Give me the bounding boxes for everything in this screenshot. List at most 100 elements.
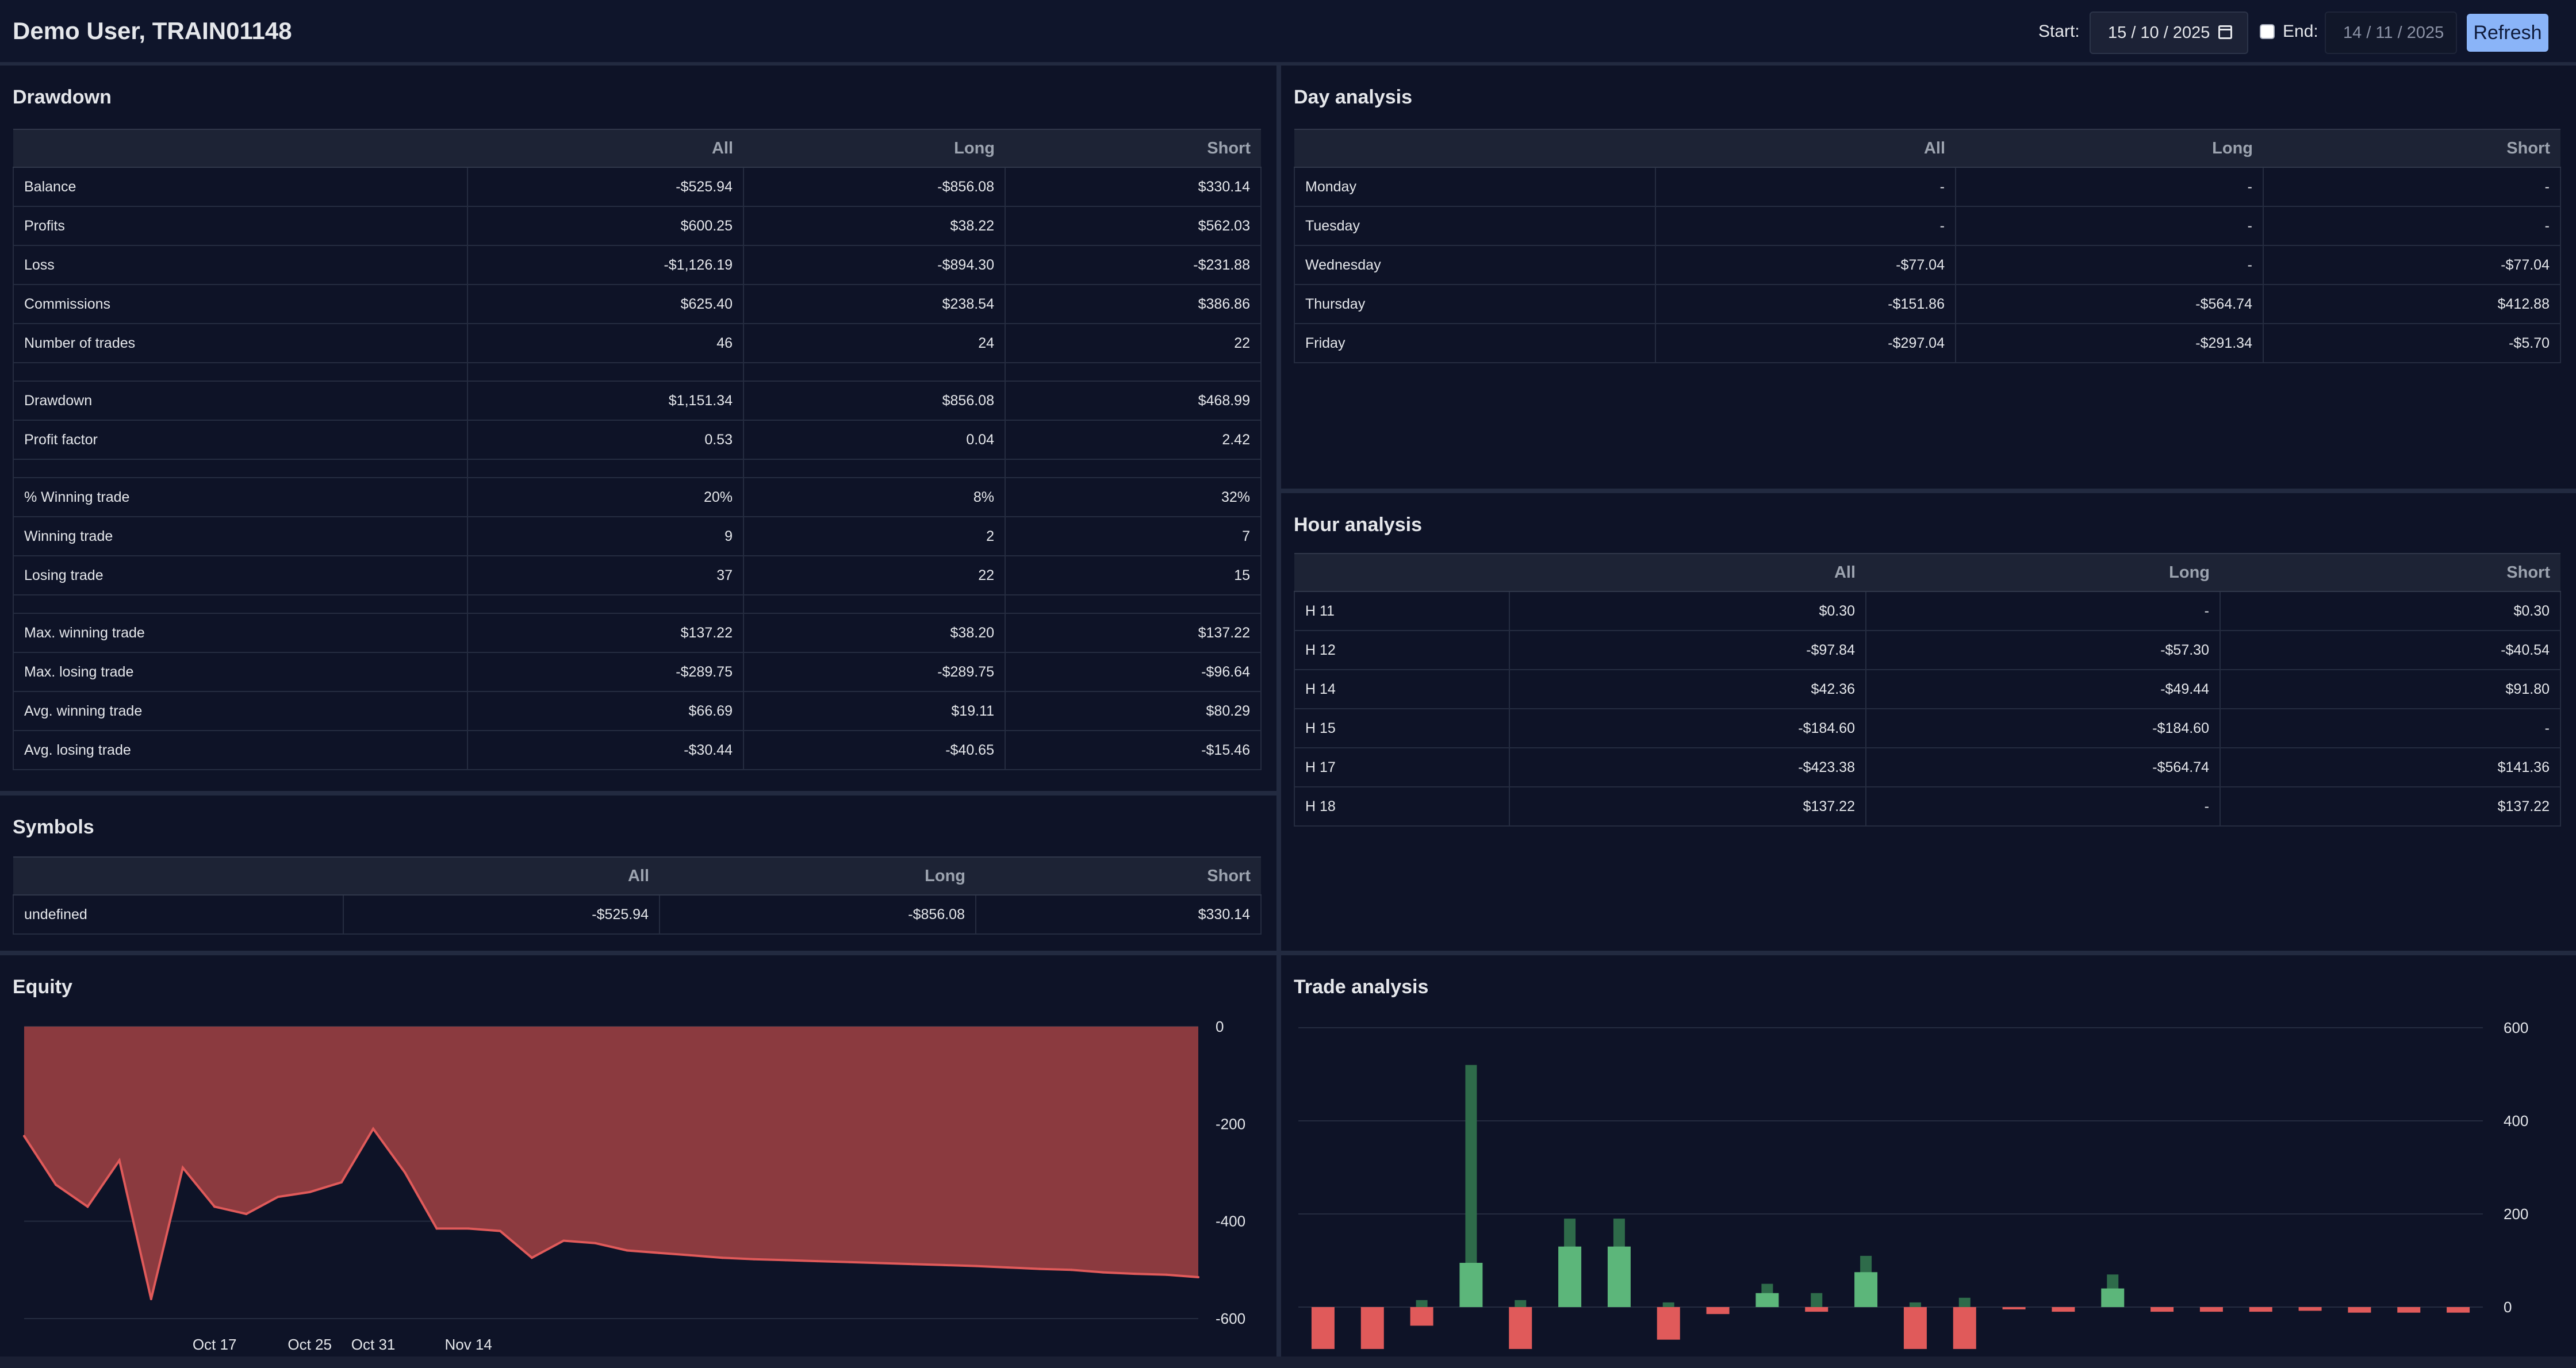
value-long: 22 <box>743 556 1006 595</box>
equity-point <box>245 1213 248 1215</box>
value-all: $600.25 <box>467 206 744 246</box>
hour-analysis-title: Hour analysis <box>1294 514 1422 536</box>
end-date-input[interactable]: 14 / 11 / 2025 <box>2325 11 2457 54</box>
equity-point <box>753 1258 756 1261</box>
end-label: End: <box>2283 22 2318 41</box>
day-row: Thursday -$151.86 -$564.74 $412.88 <box>1294 285 2561 324</box>
trade-range <box>1662 1302 1674 1307</box>
row-label: Loss <box>13 245 468 285</box>
trade-bar[interactable] <box>1311 1307 1335 1349</box>
trade-bar[interactable] <box>1657 1307 1680 1340</box>
value-long: $19.11 <box>743 691 1006 731</box>
column-header-long[interactable]: Long <box>1956 129 2263 168</box>
column-header-short[interactable]: Short <box>1005 129 1261 168</box>
calendar-icon[interactable] <box>2218 25 2232 39</box>
trade-bar[interactable] <box>2002 1307 2026 1310</box>
trade-range <box>1465 1065 1477 1307</box>
drawdown-row: Balance -$525.94 -$856.08 $330.14 <box>13 167 1262 207</box>
equity-panel: Equity 0 -200 -400 -600 Oct 17 Oct 25 Oct 31 No… <box>0 955 1276 1357</box>
trade-bar[interactable] <box>1903 1307 1927 1349</box>
value-all: 9 <box>467 517 744 556</box>
drawdown-row <box>13 459 1262 478</box>
trade-bar[interactable] <box>1558 1246 1582 1307</box>
trade-bar[interactable] <box>1953 1307 1976 1349</box>
column-header-all[interactable]: All <box>343 856 660 896</box>
value-long: $38.20 <box>743 613 1006 653</box>
equity-point <box>181 1166 184 1169</box>
trade-bar[interactable] <box>1410 1307 1433 1326</box>
trade-bar[interactable] <box>2150 1307 2174 1312</box>
refresh-button[interactable]: Refresh <box>2467 14 2548 52</box>
value-long: 0.04 <box>743 420 1006 460</box>
equity-x-tick: Oct 25 <box>288 1336 332 1353</box>
drawdown-table: All Long Short Balance -$525.94 -$856.08 $330.… <box>13 129 1262 770</box>
trade-bar[interactable] <box>1854 1272 1878 1307</box>
column-header-long[interactable]: Long <box>660 856 976 896</box>
trade-bar[interactable] <box>1755 1293 1779 1307</box>
value-long: -$291.34 <box>1956 324 2264 363</box>
value-short: $412.88 <box>2263 285 2561 324</box>
column-header-short[interactable]: Short <box>2220 553 2560 592</box>
trade-bar[interactable] <box>2249 1307 2272 1312</box>
trade-bar[interactable] <box>1607 1246 1631 1307</box>
value-all: -$525.94 <box>467 167 744 207</box>
end-date-checkbox[interactable] <box>2260 24 2275 39</box>
value-short: $386.86 <box>1005 285 1262 324</box>
trade-bar[interactable] <box>2101 1288 2125 1307</box>
row-label: Profits <box>13 206 468 246</box>
column-header-all[interactable]: All <box>1509 553 1866 592</box>
hour-analysis-panel: Hour analysis All Long Short H 11 $0.30- $0.3… <box>1281 493 2576 951</box>
equity-point <box>880 1262 883 1265</box>
trade-bar[interactable] <box>1805 1307 1828 1312</box>
value-all: $137.22 <box>1509 787 1866 827</box>
trade-bar[interactable] <box>2348 1307 2371 1313</box>
value-short: -$15.46 <box>1005 731 1262 770</box>
horizontal-scrollbar[interactable] <box>0 1357 2576 1368</box>
trade-bar[interactable] <box>2298 1307 2322 1311</box>
day-analysis-title: Day analysis <box>1294 86 1413 108</box>
equity-point <box>943 1263 946 1266</box>
panel-divider <box>0 951 1276 955</box>
trade-y-tick: 200 <box>2504 1205 2528 1223</box>
column-header-all[interactable]: All <box>1655 129 1956 168</box>
symbols-panel: Symbols All Long Short undefined -$525.94 -$8… <box>0 796 1276 951</box>
spacer-cell <box>13 595 468 614</box>
column-header-long[interactable]: Long <box>1866 553 2220 592</box>
trade-bar[interactable] <box>1360 1307 1384 1349</box>
hour-row: H 11 $0.30- $0.30 <box>1294 591 2561 631</box>
value-short: 7 <box>1005 517 1262 556</box>
equity-point <box>721 1256 724 1259</box>
trade-bar[interactable] <box>2199 1307 2223 1312</box>
column-header-short[interactable]: Short <box>976 856 1261 896</box>
symbol-row: undefined -$525.94 -$856.08 $330.14 <box>13 895 1262 935</box>
equity-point <box>340 1181 343 1183</box>
row-label: Friday <box>1294 324 1656 363</box>
trade-bar[interactable] <box>1509 1307 1532 1349</box>
trade-bar[interactable] <box>1706 1307 1730 1315</box>
value-short: $141.36 <box>2220 748 2561 787</box>
trade-bar[interactable] <box>2052 1307 2075 1312</box>
start-date-value: 15 / 10 / 2025 <box>2108 24 2210 42</box>
value-all: $625.40 <box>467 285 744 324</box>
symbols-title: Symbols <box>13 816 94 838</box>
equity-point <box>213 1205 216 1208</box>
column-header-short[interactable]: Short <box>2263 129 2560 168</box>
column-header-long[interactable]: Long <box>743 129 1005 168</box>
spacer-cell <box>1005 595 1262 614</box>
start-date-input[interactable]: 15 / 10 / 2025 <box>2090 11 2248 54</box>
header-blank <box>13 129 467 168</box>
spacer-cell <box>467 363 744 382</box>
drawdown-row: Loss -$1,126.19 -$894.30 -$231.88 <box>13 245 1262 285</box>
value-short: - <box>2263 167 2561 207</box>
value-long: -$564.74 <box>1956 285 2264 324</box>
trade-bar[interactable] <box>1459 1263 1483 1307</box>
trade-bar[interactable] <box>2447 1307 2470 1313</box>
value-short: $330.14 <box>1005 167 1262 207</box>
day-analysis-panel: Day analysis All Long Short Monday - - - Tuesda… <box>1281 66 2576 489</box>
drawdown-row: Max. losing trade -$289.75 -$289.75 -$96.64 <box>13 652 1262 692</box>
value-long: - <box>1866 591 2221 631</box>
trade-bar[interactable] <box>2397 1307 2421 1313</box>
value-long: - <box>1956 206 2264 246</box>
row-label: Tuesday <box>1294 206 1656 246</box>
column-header-all[interactable]: All <box>467 129 743 168</box>
